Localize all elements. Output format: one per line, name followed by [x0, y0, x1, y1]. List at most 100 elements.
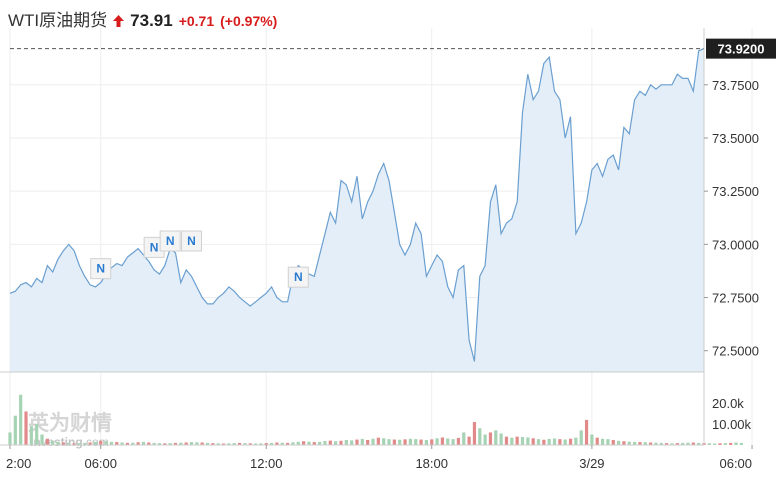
volume-bar	[387, 439, 391, 445]
volume-bar	[323, 441, 327, 445]
volume-bar	[328, 440, 332, 445]
volume-bar	[568, 438, 573, 445]
volume-bar	[115, 442, 119, 445]
volume-bar	[269, 442, 274, 445]
price-tick-label: 73.2500	[712, 184, 759, 199]
news-marker[interactable]: N	[90, 258, 112, 280]
volume-bar	[173, 442, 178, 445]
price-tick-label: 72.7500	[712, 291, 759, 306]
volume-bar	[152, 442, 156, 445]
volume-bar	[286, 442, 290, 445]
volume-bar	[141, 441, 146, 445]
volume-bar	[430, 439, 434, 445]
news-marker-label[interactable]: N	[187, 234, 196, 248]
volume-bar	[446, 438, 450, 445]
volume-bar	[29, 426, 33, 445]
news-marker-box[interactable]	[159, 230, 181, 252]
volume-bar	[675, 443, 679, 445]
volume-bar	[120, 442, 124, 445]
news-marker-box[interactable]	[181, 230, 203, 252]
volume-tick-label: 10.00k	[712, 417, 752, 432]
volume-bar	[616, 440, 621, 445]
volume-bar	[291, 442, 295, 445]
volume-bar	[483, 434, 487, 445]
volume-bar	[691, 442, 695, 445]
volume-bar	[237, 442, 242, 445]
news-marker-label[interactable]: N	[150, 240, 159, 254]
volume-bar	[510, 437, 514, 445]
price-change: +0.71	[178, 13, 215, 29]
volume-bar	[248, 443, 252, 445]
volume-bar	[494, 430, 498, 445]
volume-bar	[627, 441, 631, 445]
volume-bar	[478, 428, 482, 445]
time-tick-label: 06:00	[719, 456, 752, 471]
volume-bar	[440, 437, 445, 445]
volume-bar	[227, 443, 231, 445]
volume-bar	[606, 439, 610, 445]
news-marker-label[interactable]: N	[96, 262, 105, 276]
news-marker[interactable]: N	[287, 266, 309, 288]
volume-bar	[216, 443, 220, 445]
news-marker[interactable]: N	[181, 230, 203, 252]
news-marker[interactable]: N	[143, 236, 165, 258]
volume-bar	[520, 437, 525, 445]
volume-bars	[8, 394, 743, 445]
volume-bar	[205, 442, 210, 445]
volume-bar	[136, 442, 140, 445]
time-tick-label: 18:00	[415, 456, 448, 471]
price-area	[9, 48, 705, 372]
volume-bar	[232, 443, 236, 445]
volume-bar	[734, 442, 738, 445]
news-marker-box[interactable]	[287, 266, 309, 288]
news-markers[interactable]: NN N NN	[90, 230, 309, 288]
volume-bar	[499, 433, 503, 445]
volume-bar	[355, 439, 359, 445]
volume-bar	[665, 443, 669, 445]
volume-bar	[264, 443, 268, 445]
volume-bar	[296, 441, 300, 445]
volume-bar	[622, 441, 626, 445]
volume-bar	[542, 439, 546, 445]
volume-bar	[472, 421, 477, 445]
price-tick-label: 73.7500	[712, 78, 759, 93]
volume-bar	[456, 437, 461, 445]
volume-bar	[697, 442, 701, 445]
news-marker[interactable]: N	[159, 230, 181, 252]
volume-bar	[504, 436, 509, 445]
volume-bar	[558, 439, 562, 445]
news-marker-label[interactable]: N	[294, 270, 303, 284]
volume-bar	[61, 442, 65, 445]
volume-bar	[163, 443, 167, 445]
volume-bar	[670, 443, 674, 445]
volume-bar	[681, 442, 685, 445]
price-tick-label: 72.5000	[712, 344, 759, 359]
volume-bar	[707, 443, 711, 445]
volume-bar	[526, 437, 530, 445]
volume-bar	[515, 436, 519, 445]
news-marker-box[interactable]	[90, 258, 112, 280]
volume-bar	[312, 442, 316, 445]
volume-bar	[584, 419, 589, 445]
volume-bar	[104, 441, 108, 445]
price-tick-label: 73.0000	[712, 237, 759, 252]
volume-bar	[125, 442, 130, 445]
instrument-title[interactable]: WTI原油期货	[8, 11, 108, 30]
volume-bar	[531, 438, 535, 445]
volume-bar	[51, 440, 55, 445]
volume-bar	[424, 439, 428, 445]
volume-bar	[579, 430, 583, 445]
price-change-percent: (+0.97%)	[220, 13, 278, 29]
volume-bar	[403, 439, 407, 445]
volume-bar	[83, 442, 87, 445]
volume-bar	[392, 439, 396, 445]
volume-bar	[307, 441, 311, 445]
volume-bar	[8, 432, 12, 445]
volume-bar	[109, 441, 114, 445]
news-marker-label[interactable]: N	[166, 234, 175, 248]
volume-bar	[686, 442, 690, 445]
volume-bar	[131, 442, 135, 445]
volume-bar	[451, 439, 455, 445]
volume-bar	[157, 443, 162, 445]
